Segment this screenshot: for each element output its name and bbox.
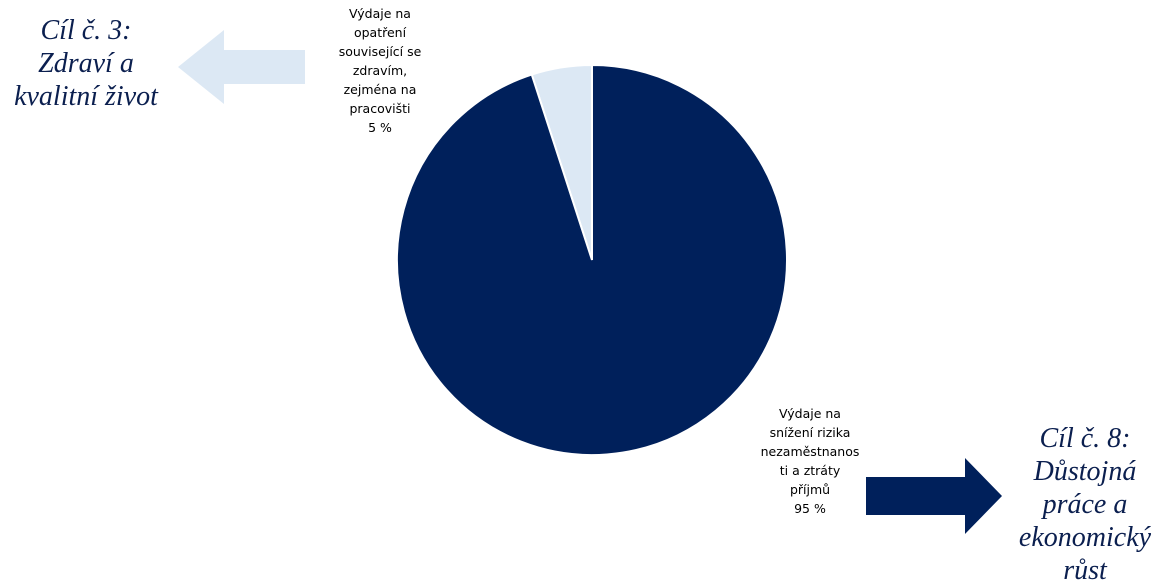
slice-label-line: Výdaje na — [779, 406, 841, 421]
slice-label-line: pracovišti — [349, 101, 411, 116]
slice-value-label: 95 % — [794, 501, 826, 516]
goal-8-line: růst — [1063, 555, 1107, 586]
goal-3-line: Cíl č. 3: — [40, 15, 132, 46]
slice-label-line: ti a ztráty — [779, 463, 841, 478]
slice-label-unemployment: Výdaje na snížení rizika nezaměstnanos t… — [730, 404, 890, 518]
goal-8-line: Důstojná — [1033, 456, 1137, 487]
goal-3-label: Cíl č. 3: Zdraví a kvalitní život — [0, 14, 172, 113]
goal-3-line: kvalitní život — [14, 81, 158, 112]
slice-label-line: zdravím, — [352, 63, 408, 78]
slice-label-line: opatření — [353, 25, 407, 40]
slice-label-line: zejména na — [343, 82, 417, 97]
goal-8-label: Cíl č. 8: Důstojná práce a ekonomický rů… — [1010, 422, 1160, 587]
goal-8-line: práce a — [1042, 489, 1128, 520]
slice-label-line: příjmů — [789, 482, 831, 497]
slice-label-line: nezaměstnanos — [760, 444, 860, 459]
left-arrow-icon — [178, 30, 305, 104]
goal-8-line: ekonomický — [1018, 522, 1152, 553]
slice-label-line: Výdaje na — [349, 6, 411, 21]
pie-slice-unemployment — [396, 63, 788, 456]
pie-chart — [396, 63, 788, 456]
slice-label-line: související se — [338, 44, 422, 59]
slice-label-line: snížení rizika — [769, 425, 851, 440]
slice-value-label: 5 % — [368, 120, 392, 135]
slice-label-health: Výdaje na opatření související se zdraví… — [310, 4, 450, 137]
goal-3-line: Zdraví a — [38, 48, 134, 79]
goal-8-line: Cíl č. 8: — [1039, 423, 1131, 454]
right-arrow-icon — [866, 458, 1002, 534]
